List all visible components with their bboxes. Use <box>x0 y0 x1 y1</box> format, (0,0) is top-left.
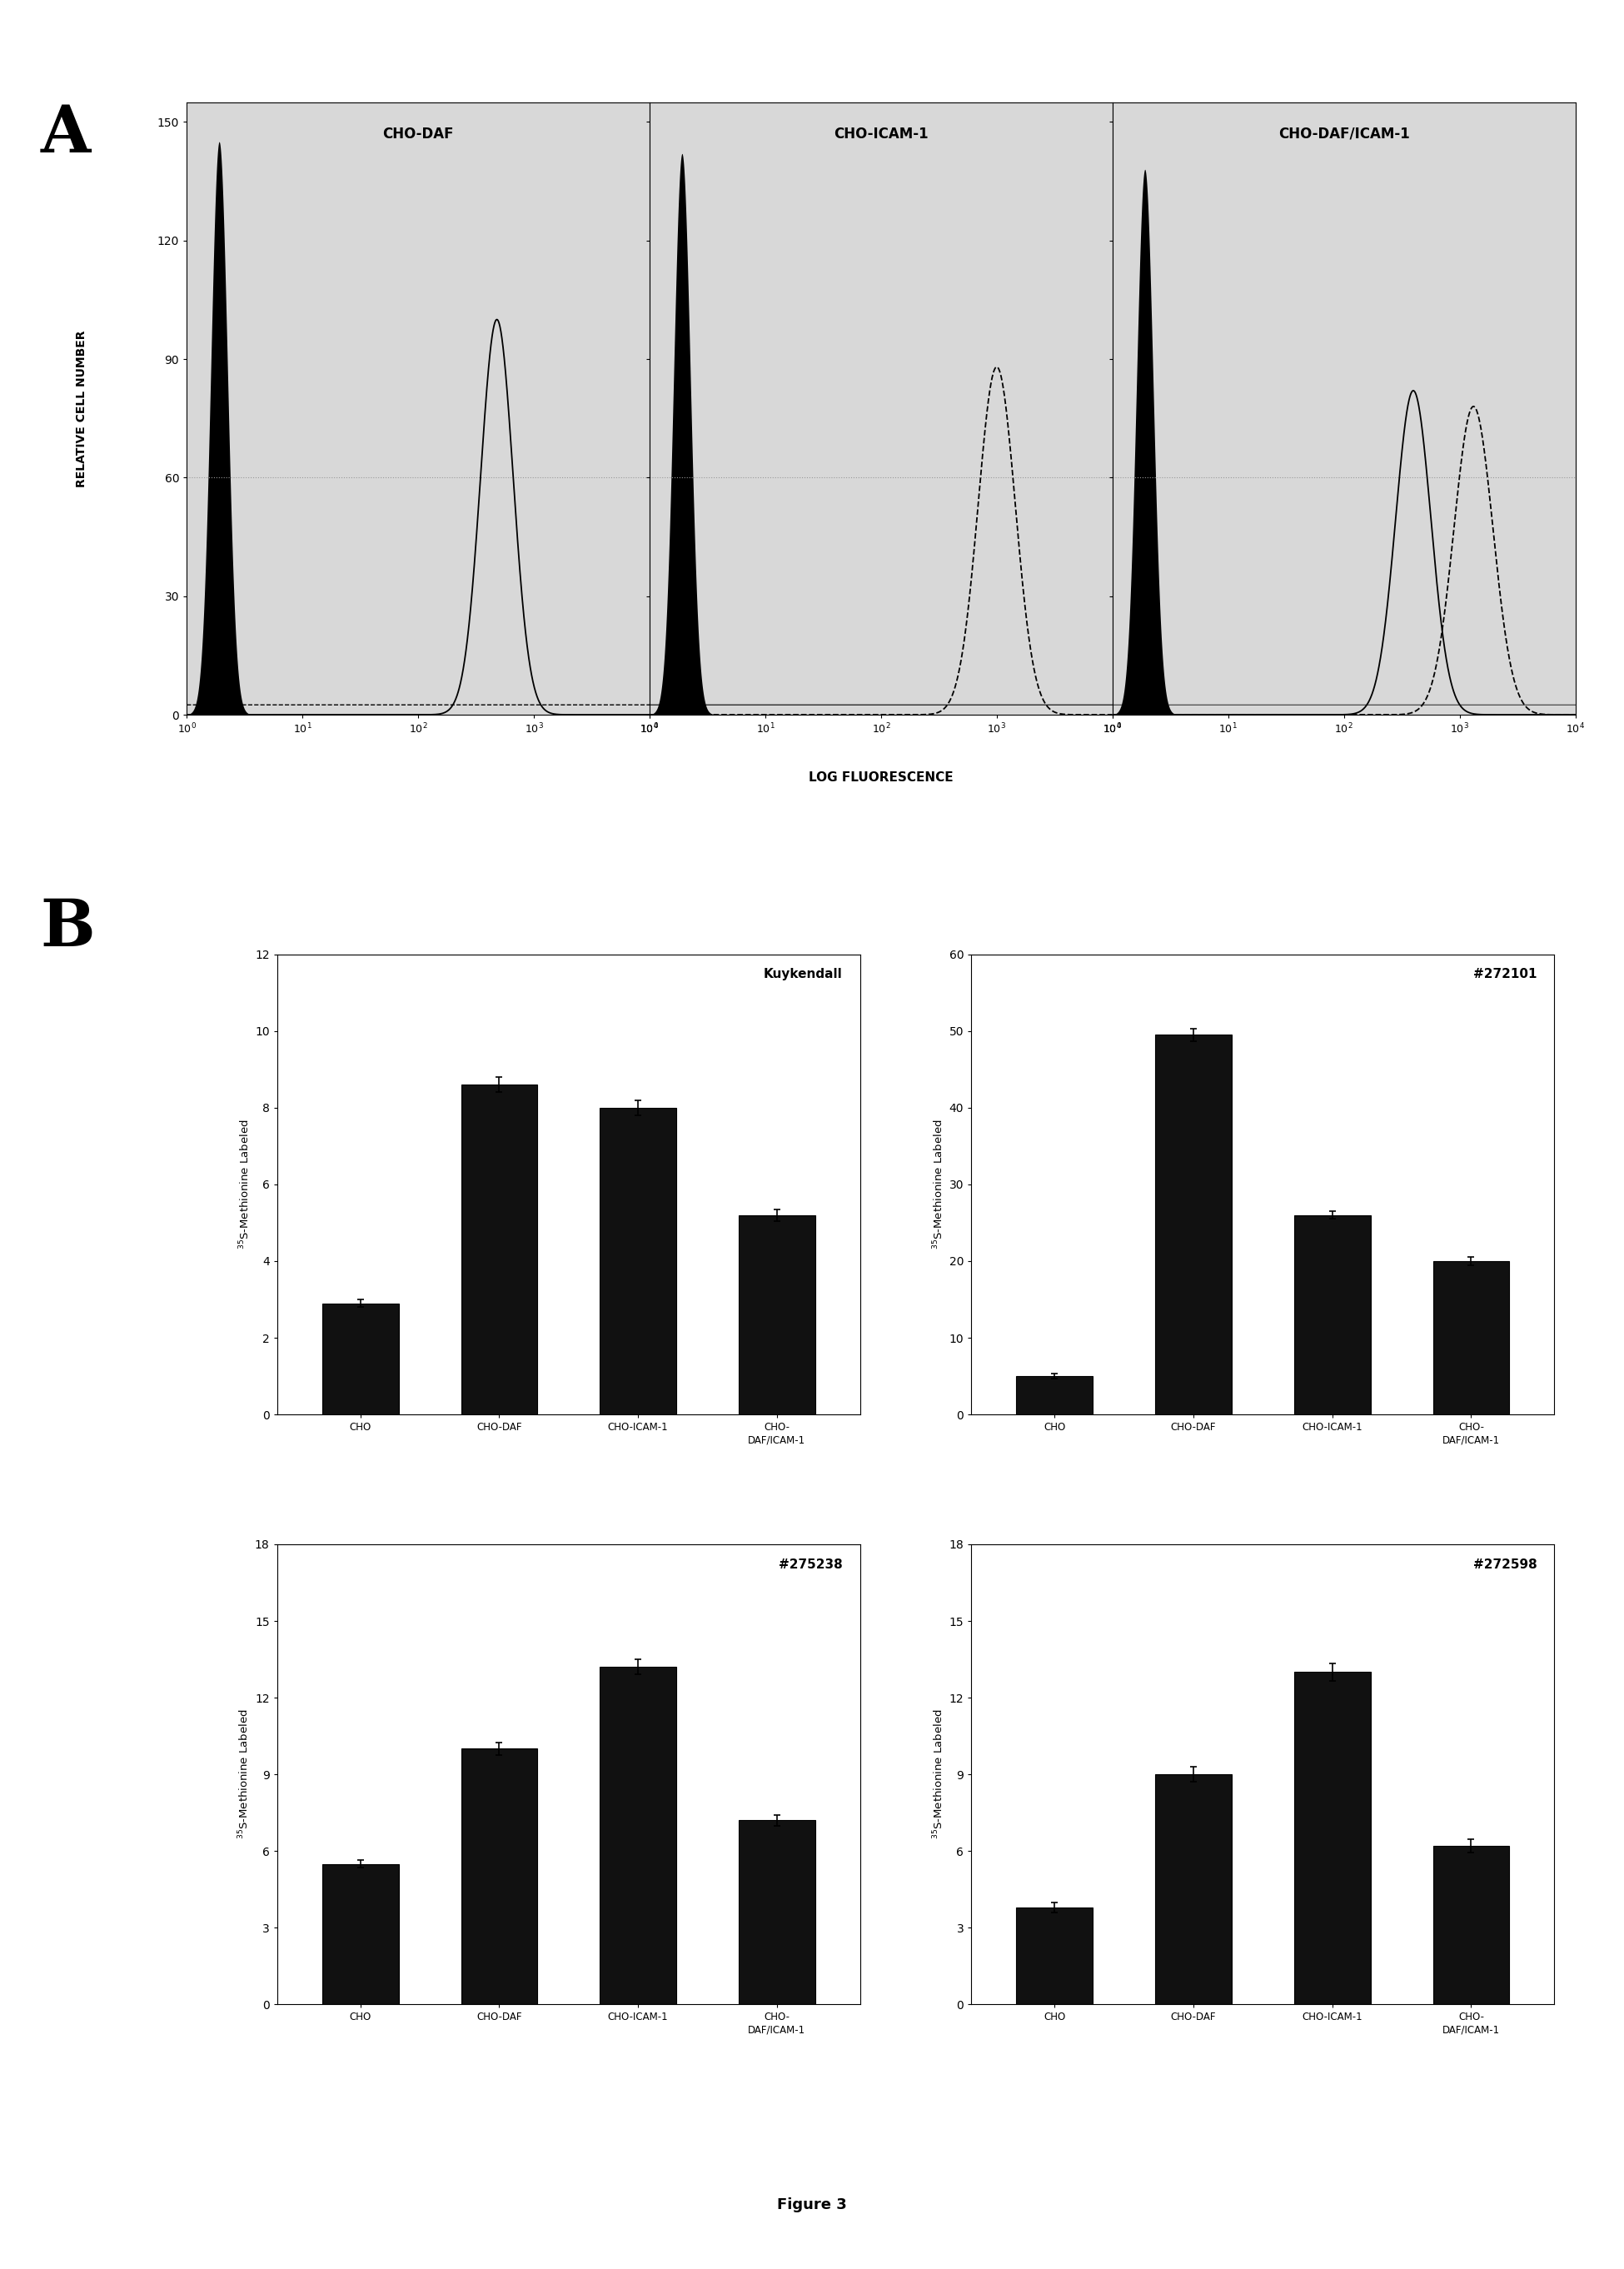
Text: CHO-ICAM-1: CHO-ICAM-1 <box>833 127 929 141</box>
Text: A: A <box>41 102 91 166</box>
Text: CHO-DAF: CHO-DAF <box>383 127 453 141</box>
Bar <box>1432 1262 1509 1414</box>
Text: LOG FLUORESCENCE: LOG FLUORESCENCE <box>809 771 953 785</box>
Bar <box>599 1107 676 1414</box>
Y-axis label: $^{35}$S-Methionine Labeled: $^{35}$S-Methionine Labeled <box>237 1709 252 1840</box>
Y-axis label: $^{35}$S-Methionine Labeled: $^{35}$S-Methionine Labeled <box>932 1119 945 1250</box>
Bar <box>599 1668 676 2004</box>
Text: CHO-DAF/ICAM-1: CHO-DAF/ICAM-1 <box>1278 127 1410 141</box>
Bar <box>1017 1375 1093 1414</box>
Y-axis label: $^{35}$S-Methionine Labeled: $^{35}$S-Methionine Labeled <box>237 1119 252 1250</box>
Text: B: B <box>41 896 96 960</box>
Bar <box>1432 1847 1509 2004</box>
Text: #272101: #272101 <box>1473 969 1536 980</box>
Bar <box>739 1820 815 2004</box>
Text: Figure 3: Figure 3 <box>778 2196 846 2212</box>
Bar <box>461 1085 538 1414</box>
Bar <box>1155 1035 1231 1414</box>
Text: RELATIVE CELL NUMBER: RELATIVE CELL NUMBER <box>75 329 88 488</box>
Bar <box>322 1863 398 2004</box>
Bar <box>322 1302 398 1414</box>
Bar <box>1294 1672 1371 2004</box>
Text: Kuykendall: Kuykendall <box>763 969 843 980</box>
Text: #275238: #275238 <box>780 1559 843 1570</box>
Bar <box>1155 1774 1231 2004</box>
Bar <box>1294 1216 1371 1414</box>
Bar <box>1017 1908 1093 2004</box>
Bar <box>739 1216 815 1414</box>
Y-axis label: $^{35}$S-Methionine Labeled: $^{35}$S-Methionine Labeled <box>932 1709 945 1840</box>
Text: #272598: #272598 <box>1473 1559 1536 1570</box>
Bar <box>461 1749 538 2004</box>
